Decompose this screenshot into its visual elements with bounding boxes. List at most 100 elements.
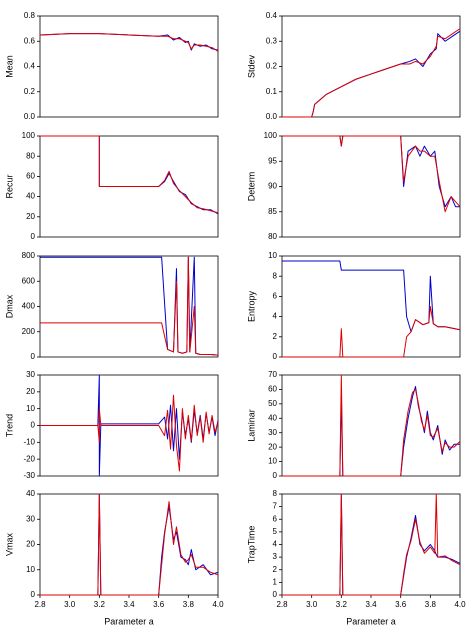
series-line [40,493,219,596]
y-tick-label: 80 [268,232,277,241]
y-axis-label: Entropy [246,290,256,322]
x-axis-label: Parameter a [104,616,154,626]
x-tick-label: 3.0 [64,600,76,609]
y-tick-label: 1 [273,577,278,586]
y-tick-label: 0 [31,232,36,241]
y-axis-label: Determ [246,172,256,202]
series-line [282,374,461,477]
y-tick-label: 4 [273,312,278,321]
y-tick-label: 0.2 [266,62,278,71]
y-tick-label: 30 [26,514,35,523]
y-tick-label: -10 [23,437,35,446]
y-tick-label: 30 [268,428,277,437]
y-tick-label: 200 [22,327,36,336]
plot-frame [281,135,461,238]
y-tick-label: 60 [268,385,277,394]
y-axis-label: Vmax [4,533,14,557]
x-tick-label: 3.6 [395,600,407,609]
y-tick-label: 6 [273,292,278,301]
series-line [282,493,461,596]
y-tick-label: 0.8 [24,11,36,20]
y-tick-label: -20 [23,454,35,463]
series-line [282,493,461,596]
y-tick-label: 95 [268,156,277,165]
y-axis-label: Trend [4,414,14,437]
y-tick-label: 100 [22,131,36,140]
y-tick-label: 40 [26,489,35,498]
y-tick-label: 0.1 [266,87,278,96]
y-tick-label: 2 [273,565,278,574]
y-tick-label: 8 [273,271,278,280]
plot-frame [281,255,461,358]
plot-frame [281,374,461,477]
y-tick-label: 0.6 [24,36,36,45]
plot-frame [39,493,219,596]
y-tick-label: 0 [273,590,278,599]
series-line [40,256,219,356]
y-axis-label: Stdev [246,54,256,78]
y-axis-label: TrapTime [246,526,256,564]
y-tick-label: 30 [26,370,35,379]
y-tick-label: 10 [268,457,277,466]
plot-frame [281,493,461,596]
y-tick-label: 40 [268,413,277,422]
y-tick-label: 20 [268,442,277,451]
x-tick-label: 3.8 [183,600,195,609]
x-tick-label: 2.8 [34,600,46,609]
x-tick-label: 3.6 [153,600,165,609]
x-axis-label: Parameter a [346,616,396,626]
series-line [282,135,461,213]
y-tick-label: 70 [268,370,277,379]
x-tick-label: 3.2 [336,600,348,609]
y-axis-label: Dmax [4,294,14,318]
series-line [282,306,461,358]
plot-frame [39,15,219,118]
series-line [282,135,460,208]
y-tick-label: 600 [22,276,36,285]
y-tick-label: 0 [273,471,278,480]
y-tick-label: 800 [22,251,36,260]
y-tick-label: 0 [273,352,278,361]
y-tick-label: 10 [26,565,35,574]
x-tick-label: 4.0 [454,600,466,609]
x-tick-label: 3.8 [425,600,437,609]
y-tick-label: 0.4 [24,62,36,71]
y-tick-label: 100 [264,131,278,140]
y-tick-label: 20 [26,387,35,396]
y-tick-label: 60 [26,172,35,181]
plot-frame [39,135,219,238]
y-tick-label: 5 [273,527,278,536]
y-axis-label: Recur [4,174,14,198]
y-tick-label: 0.4 [266,11,278,20]
y-tick-label: 4 [273,540,278,549]
series-line [39,33,219,52]
y-tick-label: 400 [22,302,36,311]
x-tick-label: 4.0 [212,600,224,609]
series-line [282,386,460,477]
x-tick-label: 3.4 [365,600,377,609]
y-tick-label: 0 [31,352,36,361]
y-axis-label: Laminar [246,409,256,442]
x-tick-label: 3.4 [123,600,135,609]
y-axis-label: Mean [4,55,14,78]
y-tick-label: 40 [26,192,35,201]
y-tick-label: 20 [26,540,35,549]
y-tick-label: 0 [31,421,36,430]
y-tick-label: 20 [26,212,35,221]
y-tick-label: -30 [23,471,35,480]
y-tick-label: 80 [26,151,35,160]
y-tick-label: 8 [273,489,278,498]
y-tick-label: 0 [31,590,36,599]
y-tick-label: 0.0 [24,112,36,121]
x-tick-label: 3.0 [306,600,318,609]
y-tick-label: 6 [273,514,278,523]
series-line [282,28,461,118]
y-tick-label: 2 [273,332,278,341]
series-line [40,394,219,472]
plot-frame [281,15,461,118]
series-line [40,493,219,596]
y-tick-label: 50 [268,399,277,408]
y-tick-label: 3 [273,552,278,561]
y-tick-label: 0.2 [24,87,36,96]
y-tick-label: 0.3 [266,36,278,45]
